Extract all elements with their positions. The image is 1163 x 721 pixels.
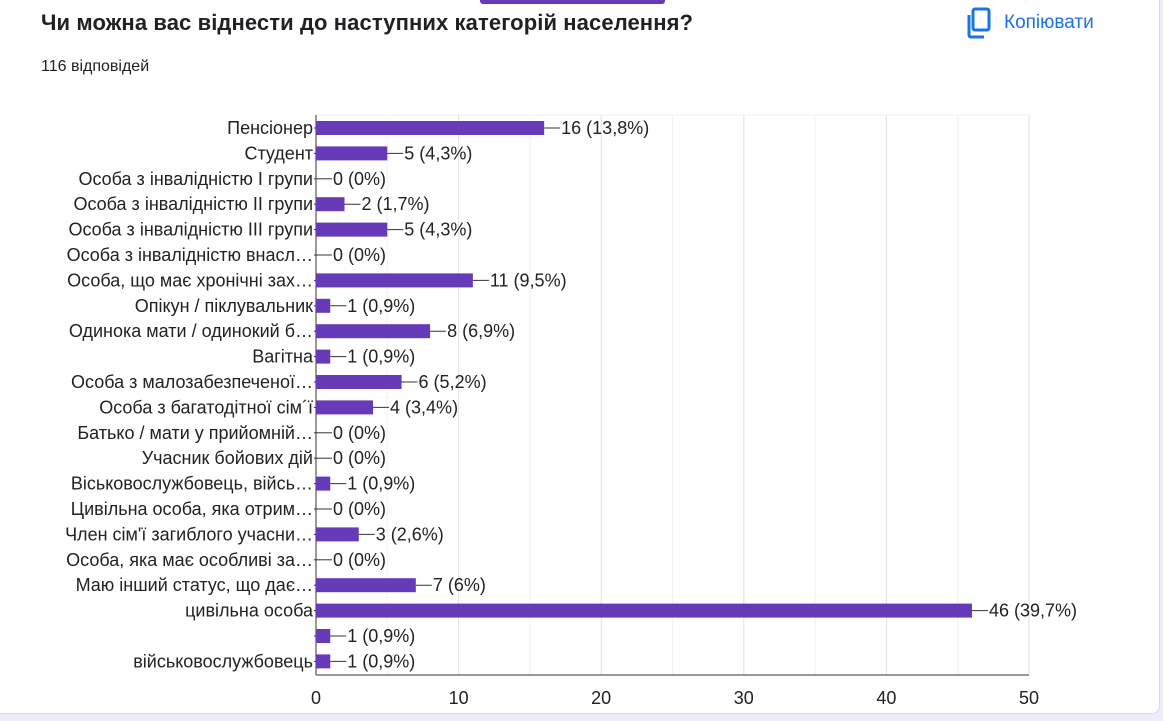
value-label: 4 (3,4%) [390,397,458,417]
value-label: 1 (0,9%) [347,474,415,494]
value-label: 0 (0%) [333,499,386,519]
value-label: 1 (0,9%) [347,347,415,367]
bar [316,527,359,542]
question-title: Чи можна вас віднести до наступних катег… [41,10,694,35]
value-label: 1 (0,9%) [347,651,415,671]
value-label: 46 (39,7%) [989,601,1077,621]
bar [316,603,972,618]
copy-button[interactable]: Копіювати [958,4,1102,42]
value-label: 7 (6%) [433,575,486,595]
value-label: 11 (9,5%) [490,270,567,290]
value-label: 3 (2,6%) [376,524,444,544]
category-label: Особа з малозабезпеченої… [71,372,313,392]
category-label: Пенсіонер [227,118,313,138]
bar [316,298,331,313]
category-label: Маю інший статус, що дає… [76,575,313,595]
value-label: 0 (0%) [333,245,386,265]
x-tick-label: 40 [876,688,896,708]
bar [316,146,388,161]
bar [316,324,431,339]
bar [316,222,388,237]
value-label: 16 (13,8%) [561,118,649,138]
value-label: 6 (5,2%) [419,372,487,392]
value-label: 0 (0%) [333,448,386,468]
bar [316,273,473,288]
x-tick-label: 30 [734,688,754,708]
bar [316,121,545,135]
value-label: 0 (0%) [333,423,386,443]
value-label: 5 (4,3%) [404,143,472,163]
category-label: Особа з інвалідністю І групи [78,169,313,189]
category-label: Особа з багатодітної сім´ї [99,397,313,417]
bar [316,629,331,643]
bar [316,654,331,669]
category-label: Учасник бойових дій [142,448,313,468]
x-tick-label: 50 [1019,688,1039,708]
bar [316,197,345,212]
value-label: 2 (1,7%) [362,194,430,214]
category-label: Цивільна особа, яка отрим… [71,499,313,519]
category-label: військовослужбовець [133,651,313,671]
value-label: 1 (0,9%) [347,296,415,316]
bar [316,578,416,593]
bar [316,349,331,364]
bar [316,476,331,491]
category-label: цивільна особа [185,601,314,621]
category-label: Опікун / піклувальник [135,296,313,316]
bar [316,400,374,415]
value-label: 0 (0%) [333,550,386,570]
category-label: Особа, що має хронічні зах… [67,270,313,290]
bar [316,375,402,389]
value-label: 8 (6,9%) [447,321,515,341]
category-label: Вагітна [252,347,314,367]
category-label: Особа з інвалідністю внасл… [67,245,313,265]
copy-icon [966,7,992,39]
value-label: 5 (4,3%) [404,220,472,240]
category-label: Віськовослужбовець, війсь… [71,474,313,494]
category-label: Особа з інвалідністю ІІІ групи [68,220,313,240]
category-label: Студент [244,143,313,163]
x-tick-label: 0 [311,688,321,708]
x-tick-label: 20 [591,688,611,708]
category-label: Одинока мати / одинокий б… [69,321,313,341]
category-label: Особа, яка має особливі за… [66,550,313,570]
copy-label: Копіювати [1004,12,1094,33]
response-count: 116 відповідей [41,58,150,75]
x-tick-label: 10 [449,688,469,708]
category-label: Особа з інвалідністю ІІ групи [73,194,313,214]
category-label: Батько / мати у прийомній… [77,423,313,443]
category-label: Член сім'ї загиблого учасни… [65,524,313,544]
tab-indicator [480,0,665,4]
value-label: 1 (0,9%) [347,626,415,646]
value-label: 0 (0%) [333,169,386,189]
